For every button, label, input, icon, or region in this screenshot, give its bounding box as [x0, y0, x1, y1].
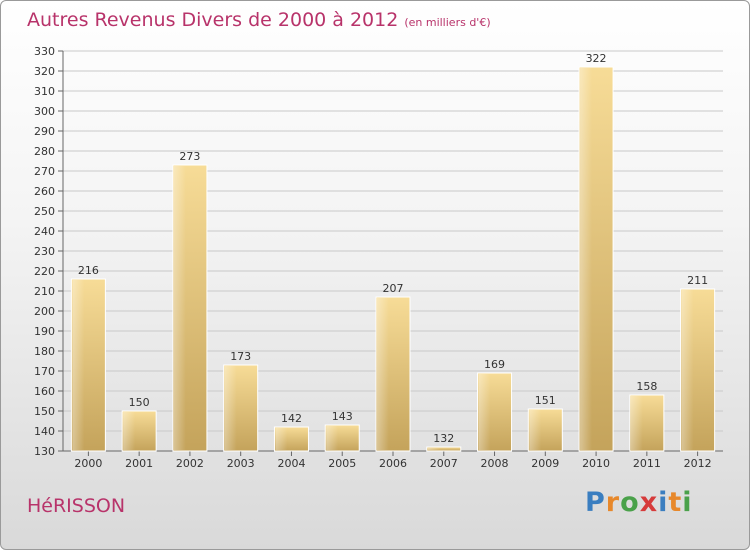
- x-tick-label: 2012: [684, 457, 712, 470]
- logo-letter: i: [682, 487, 693, 518]
- bar-highlight: [275, 428, 288, 450]
- bar-highlight: [478, 374, 491, 450]
- x-tick-label: 2010: [582, 457, 610, 470]
- x-tick-label: 2002: [176, 457, 204, 470]
- label-layer: 216 150 273 173 142 143 207 132 169 151 322 158 211: [78, 52, 708, 445]
- x-tick-label: 2005: [328, 457, 356, 470]
- y-tick-label: 240: [34, 225, 55, 238]
- axis-layer: 130 140 150 160 170 180 190 200 210 220 230 240 250 2…: [34, 45, 723, 470]
- bar-value-label: 142: [281, 412, 302, 425]
- bar-value-label: 216: [78, 264, 99, 277]
- x-tick-label: 2008: [481, 457, 509, 470]
- logo-letter: x: [639, 487, 659, 518]
- y-tick-label: 300: [34, 105, 55, 118]
- logo-letter: o: [620, 487, 640, 518]
- y-tick-label: 170: [34, 365, 55, 378]
- proxiti-logo: Proxiti: [585, 487, 693, 518]
- bar-value-label: 207: [383, 282, 404, 295]
- y-tick-label: 310: [34, 85, 55, 98]
- bar-highlight: [580, 68, 592, 450]
- bar-layer: [70, 66, 716, 452]
- y-tick-label: 150: [34, 405, 55, 418]
- x-tick-label: 2006: [379, 457, 407, 470]
- chart-title: Autres Revenus Divers de 2000 à 2012 (en …: [27, 9, 491, 31]
- logo-letter: P: [585, 487, 606, 518]
- bar-value-label: 273: [179, 150, 200, 163]
- place-name: HéRISSON: [27, 495, 126, 517]
- chart-unit-note: (en milliers d'€): [404, 16, 491, 29]
- bar-value-label: 150: [129, 396, 150, 409]
- x-tick-label: 2004: [277, 457, 305, 470]
- x-tick-label: 2001: [125, 457, 153, 470]
- y-tick-label: 190: [34, 325, 55, 338]
- logo-letter: t: [668, 487, 683, 518]
- chart-title-main: Autres Revenus Divers de 2000 à 2012: [27, 9, 399, 31]
- x-tick-label: 2007: [430, 457, 458, 470]
- y-tick-label: 260: [34, 185, 55, 198]
- bar-value-label: 322: [586, 52, 607, 65]
- bar-highlight: [123, 412, 136, 450]
- y-tick-label: 270: [34, 165, 55, 178]
- bar-highlight: [377, 298, 389, 450]
- bar-highlight: [224, 366, 237, 450]
- x-tick-label: 2000: [74, 457, 102, 470]
- bar-value-label: 169: [484, 358, 505, 371]
- bar-highlight: [326, 426, 339, 450]
- bar-highlight: [72, 280, 85, 450]
- x-tick-label: 2011: [633, 457, 661, 470]
- y-tick-label: 180: [34, 345, 55, 358]
- y-tick-label: 210: [34, 285, 55, 298]
- y-tick-label: 130: [34, 445, 55, 458]
- bar-highlight: [427, 448, 440, 450]
- bar-value-label: 151: [535, 394, 556, 407]
- bar-value-label: 132: [433, 432, 454, 445]
- bar-highlight: [630, 396, 643, 450]
- bar-highlight: [681, 290, 694, 450]
- y-tick-label: 160: [34, 385, 55, 398]
- logo-letter: r: [605, 487, 621, 518]
- y-tick-label: 280: [34, 145, 55, 158]
- bar-value-label: 211: [687, 274, 708, 287]
- y-tick-label: 320: [34, 65, 55, 78]
- y-tick-label: 140: [34, 425, 55, 438]
- y-tick-label: 250: [34, 205, 55, 218]
- bar-value-label: 158: [636, 380, 657, 393]
- y-tick-label: 290: [34, 125, 55, 138]
- y-tick-label: 330: [34, 45, 55, 58]
- bar-value-label: 143: [332, 410, 353, 423]
- logo-letter: i: [658, 487, 669, 518]
- bar: [426, 446, 462, 452]
- y-tick-label: 200: [34, 305, 55, 318]
- bar-highlight: [173, 166, 186, 450]
- x-tick-label: 2009: [531, 457, 559, 470]
- y-tick-label: 230: [34, 245, 55, 258]
- bar-value-label: 173: [230, 350, 251, 363]
- bar-highlight: [529, 410, 542, 450]
- x-tick-label: 2003: [227, 457, 255, 470]
- y-tick-label: 220: [34, 265, 55, 278]
